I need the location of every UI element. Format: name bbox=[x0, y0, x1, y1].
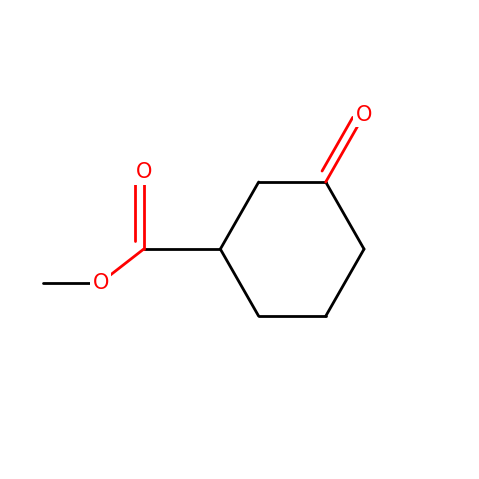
Text: O: O bbox=[92, 273, 109, 293]
Text: O: O bbox=[356, 105, 372, 125]
Text: O: O bbox=[136, 162, 152, 182]
